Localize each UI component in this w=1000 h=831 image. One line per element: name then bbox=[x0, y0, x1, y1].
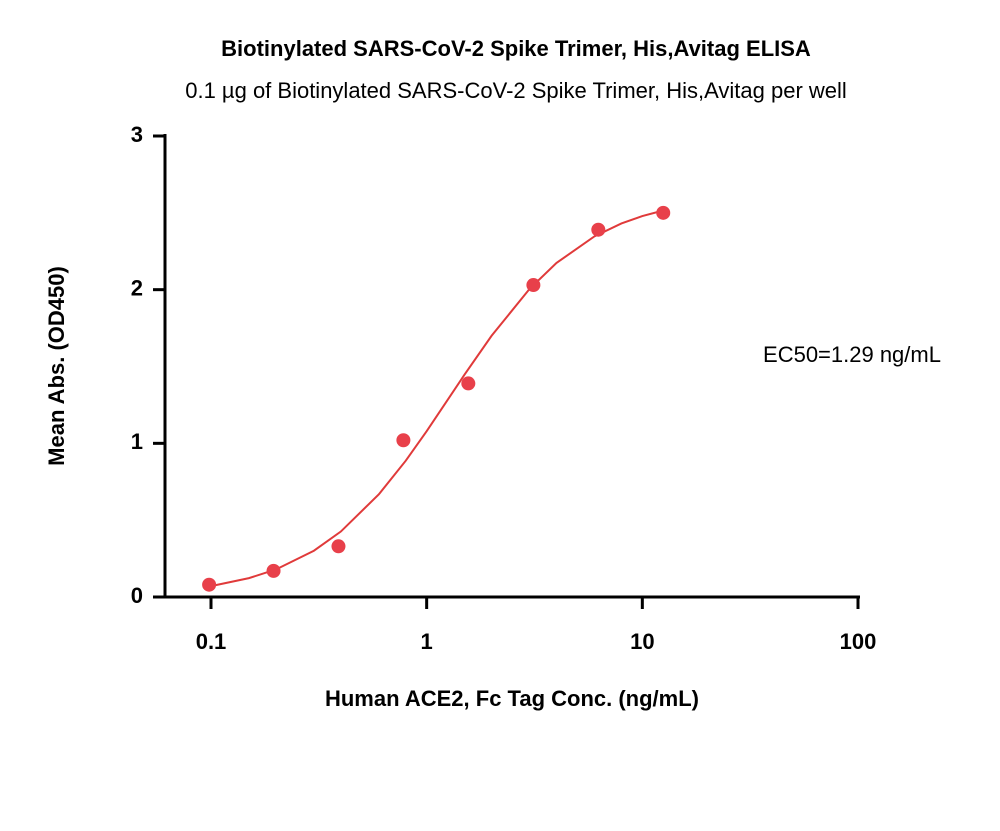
y-tick-label: 3 bbox=[131, 122, 143, 147]
y-tick-label: 2 bbox=[131, 275, 143, 300]
data-point bbox=[656, 205, 671, 220]
chart-title: Biotinylated SARS-CoV-2 Spike Trimer, Hi… bbox=[221, 36, 811, 61]
x-tick-label: 100 bbox=[840, 629, 877, 654]
x-tick-label: 0.1 bbox=[196, 629, 227, 654]
y-tick-label: 0 bbox=[131, 583, 143, 608]
x-tick-label: 1 bbox=[421, 629, 433, 654]
data-point bbox=[331, 539, 346, 554]
data-point bbox=[202, 577, 217, 592]
data-point bbox=[396, 433, 411, 448]
y-axis-label: Mean Abs. (OD450) bbox=[44, 266, 69, 466]
data-point bbox=[526, 278, 541, 293]
x-tick-label: 10 bbox=[630, 629, 654, 654]
x-axis-label: Human ACE2, Fc Tag Conc. (ng/mL) bbox=[325, 686, 699, 711]
data-point bbox=[266, 563, 281, 578]
data-point bbox=[461, 376, 476, 391]
data-point bbox=[591, 222, 606, 237]
chart-subtitle: 0.1 µg of Biotinylated SARS-CoV-2 Spike … bbox=[185, 78, 847, 103]
annotation: EC50=1.29 ng/mL bbox=[763, 342, 941, 367]
fit-curve bbox=[210, 209, 664, 588]
y-tick-label: 1 bbox=[131, 429, 143, 454]
